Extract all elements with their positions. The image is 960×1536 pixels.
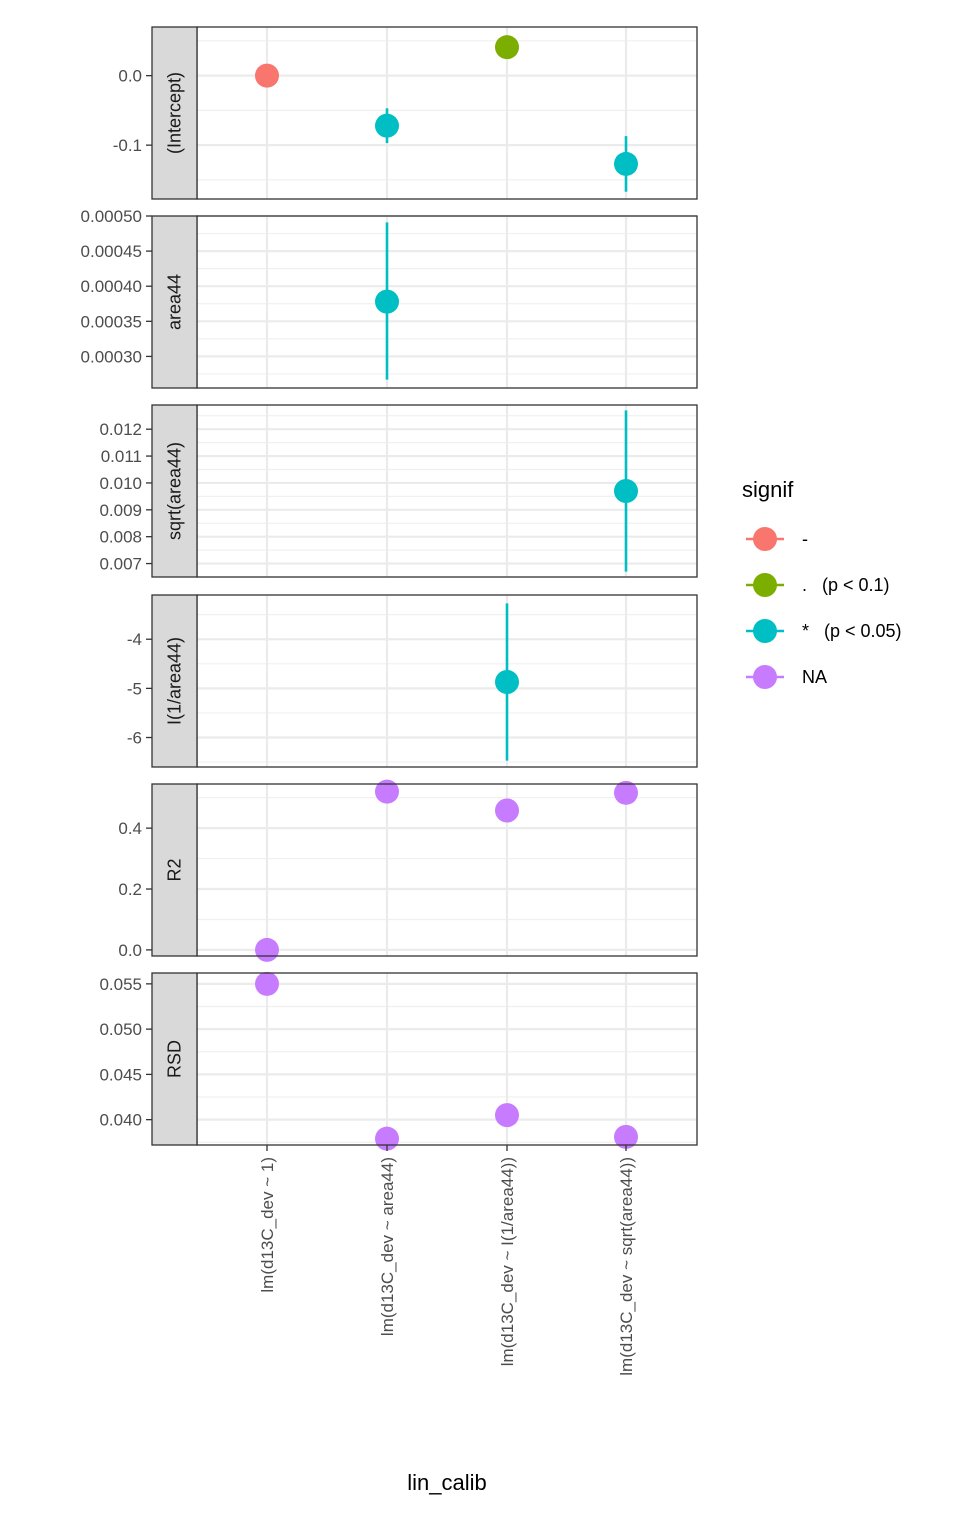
legend-item: NA xyxy=(746,665,827,689)
y-tick-label: -5 xyxy=(127,679,142,698)
data-point xyxy=(255,63,279,88)
y-tick-label: 0.055 xyxy=(99,975,142,994)
data-point xyxy=(495,669,519,694)
facet-strip-label: R2 xyxy=(165,858,185,881)
facet-panel: RSD 0.040 0.045 0.050 0.055 xyxy=(99,971,698,1151)
facet-strip-label: area44 xyxy=(165,274,185,330)
data-point xyxy=(495,798,519,823)
panel-background xyxy=(197,216,697,388)
x-axis: lm(d13C_dev ~ 1) lm(d13C_dev ~ area44) lm(… xyxy=(258,1145,636,1376)
data-point xyxy=(614,151,638,176)
y-tick-label: -0.1 xyxy=(113,136,142,155)
legend-key-point xyxy=(753,665,777,689)
y-tick-label: 0.4 xyxy=(118,819,142,838)
legend-items: - . (p < 0.1) * (p < 0.05) NA xyxy=(746,527,902,689)
facet-strip xyxy=(151,404,198,578)
y-tick-label: 0.011 xyxy=(101,447,142,466)
y-tick-label: 0.010 xyxy=(99,474,142,493)
legend-label: . (p < 0.1) xyxy=(802,575,890,595)
legend-item: . (p < 0.1) xyxy=(746,573,890,597)
y-tick-label: 0.00045 xyxy=(81,242,142,261)
y-tick-label: 0.00030 xyxy=(81,347,142,366)
data-point xyxy=(495,35,519,60)
y-tick-label: 0.007 xyxy=(99,555,142,574)
data-point xyxy=(255,937,279,962)
panel-background xyxy=(197,784,697,956)
facet-panel: sqrt(area44) 0.007 0.008 0.009 0.010 0.011 0.0… xyxy=(99,404,698,578)
panel-background xyxy=(197,595,697,767)
facet-panel: R2 0.0 0.2 0.4 xyxy=(118,779,698,962)
legend: signif - . (p < 0.1) * (p < 0.05) NA xyxy=(742,477,902,689)
facet-strip xyxy=(151,215,198,389)
panel-background xyxy=(197,27,697,199)
legend-item: * (p < 0.05) xyxy=(746,619,902,643)
facet-strip xyxy=(151,972,198,1146)
y-tick-label: 0.040 xyxy=(99,1111,142,1130)
legend-key-point xyxy=(753,527,777,551)
x-tick-label: lm(d13C_dev ~ 1) xyxy=(258,1157,277,1293)
data-point xyxy=(614,1124,638,1149)
y-tick-label: 0.2 xyxy=(118,880,142,899)
legend-label: NA xyxy=(802,667,827,687)
legend-item: - xyxy=(746,527,808,551)
facet-strip-label: I(1/area44) xyxy=(165,637,185,725)
facet-strip-label: RSD xyxy=(165,1040,185,1078)
panel-background xyxy=(197,973,697,1145)
y-tick-label: 0.0 xyxy=(118,941,142,960)
legend-title: signif xyxy=(742,477,794,502)
data-point xyxy=(614,780,638,805)
facet-panel: I(1/area44) -6 -5 -4 xyxy=(127,594,698,768)
data-point xyxy=(375,289,399,314)
y-tick-label: 0.045 xyxy=(99,1065,142,1084)
facet-panel: (Intercept) -0.1 0.0 xyxy=(113,26,698,200)
facet-strip xyxy=(151,783,198,957)
data-point xyxy=(375,779,399,804)
facet-panel: area44 0.00030 0.00035 0.00040 0.00045 0.0005… xyxy=(81,207,698,389)
legend-key-point xyxy=(753,619,777,643)
y-tick-label: -4 xyxy=(127,630,142,649)
data-point xyxy=(614,479,638,503)
y-tick-label: -6 xyxy=(127,729,142,748)
legend-label: - xyxy=(802,529,808,549)
y-tick-label: 0.008 xyxy=(99,528,142,547)
y-tick-label: 0.00035 xyxy=(81,312,142,331)
x-tick-label: lm(d13C_dev ~ I(1/area44)) xyxy=(498,1157,517,1366)
x-tick-label: lm(d13C_dev ~ area44) xyxy=(378,1157,397,1336)
facet-strip xyxy=(151,594,198,768)
y-tick-label: 0.0 xyxy=(118,67,142,86)
panel-background xyxy=(197,405,697,577)
data-point xyxy=(255,971,279,996)
data-point xyxy=(375,113,399,138)
facet-strip xyxy=(151,26,198,200)
x-tick-label: lm(d13C_dev ~ sqrt(area44)) xyxy=(617,1157,636,1376)
facet-strip-label: (Intercept) xyxy=(165,72,185,154)
facet-panels: (Intercept) -0.1 0.0 area44 0.00030 0.00035 0.… xyxy=(81,26,698,1151)
x-axis-title: lin_calib xyxy=(407,1470,487,1495)
y-tick-label: 0.012 xyxy=(99,420,142,439)
legend-key-point xyxy=(753,573,777,597)
data-point xyxy=(495,1103,519,1128)
y-tick-label: 0.00050 xyxy=(81,207,142,226)
facet-strip-label: sqrt(area44) xyxy=(165,442,185,540)
y-tick-label: 0.00040 xyxy=(81,277,142,296)
y-tick-label: 0.009 xyxy=(99,501,142,520)
legend-label: * (p < 0.05) xyxy=(802,621,902,641)
y-tick-label: 0.050 xyxy=(99,1020,142,1039)
